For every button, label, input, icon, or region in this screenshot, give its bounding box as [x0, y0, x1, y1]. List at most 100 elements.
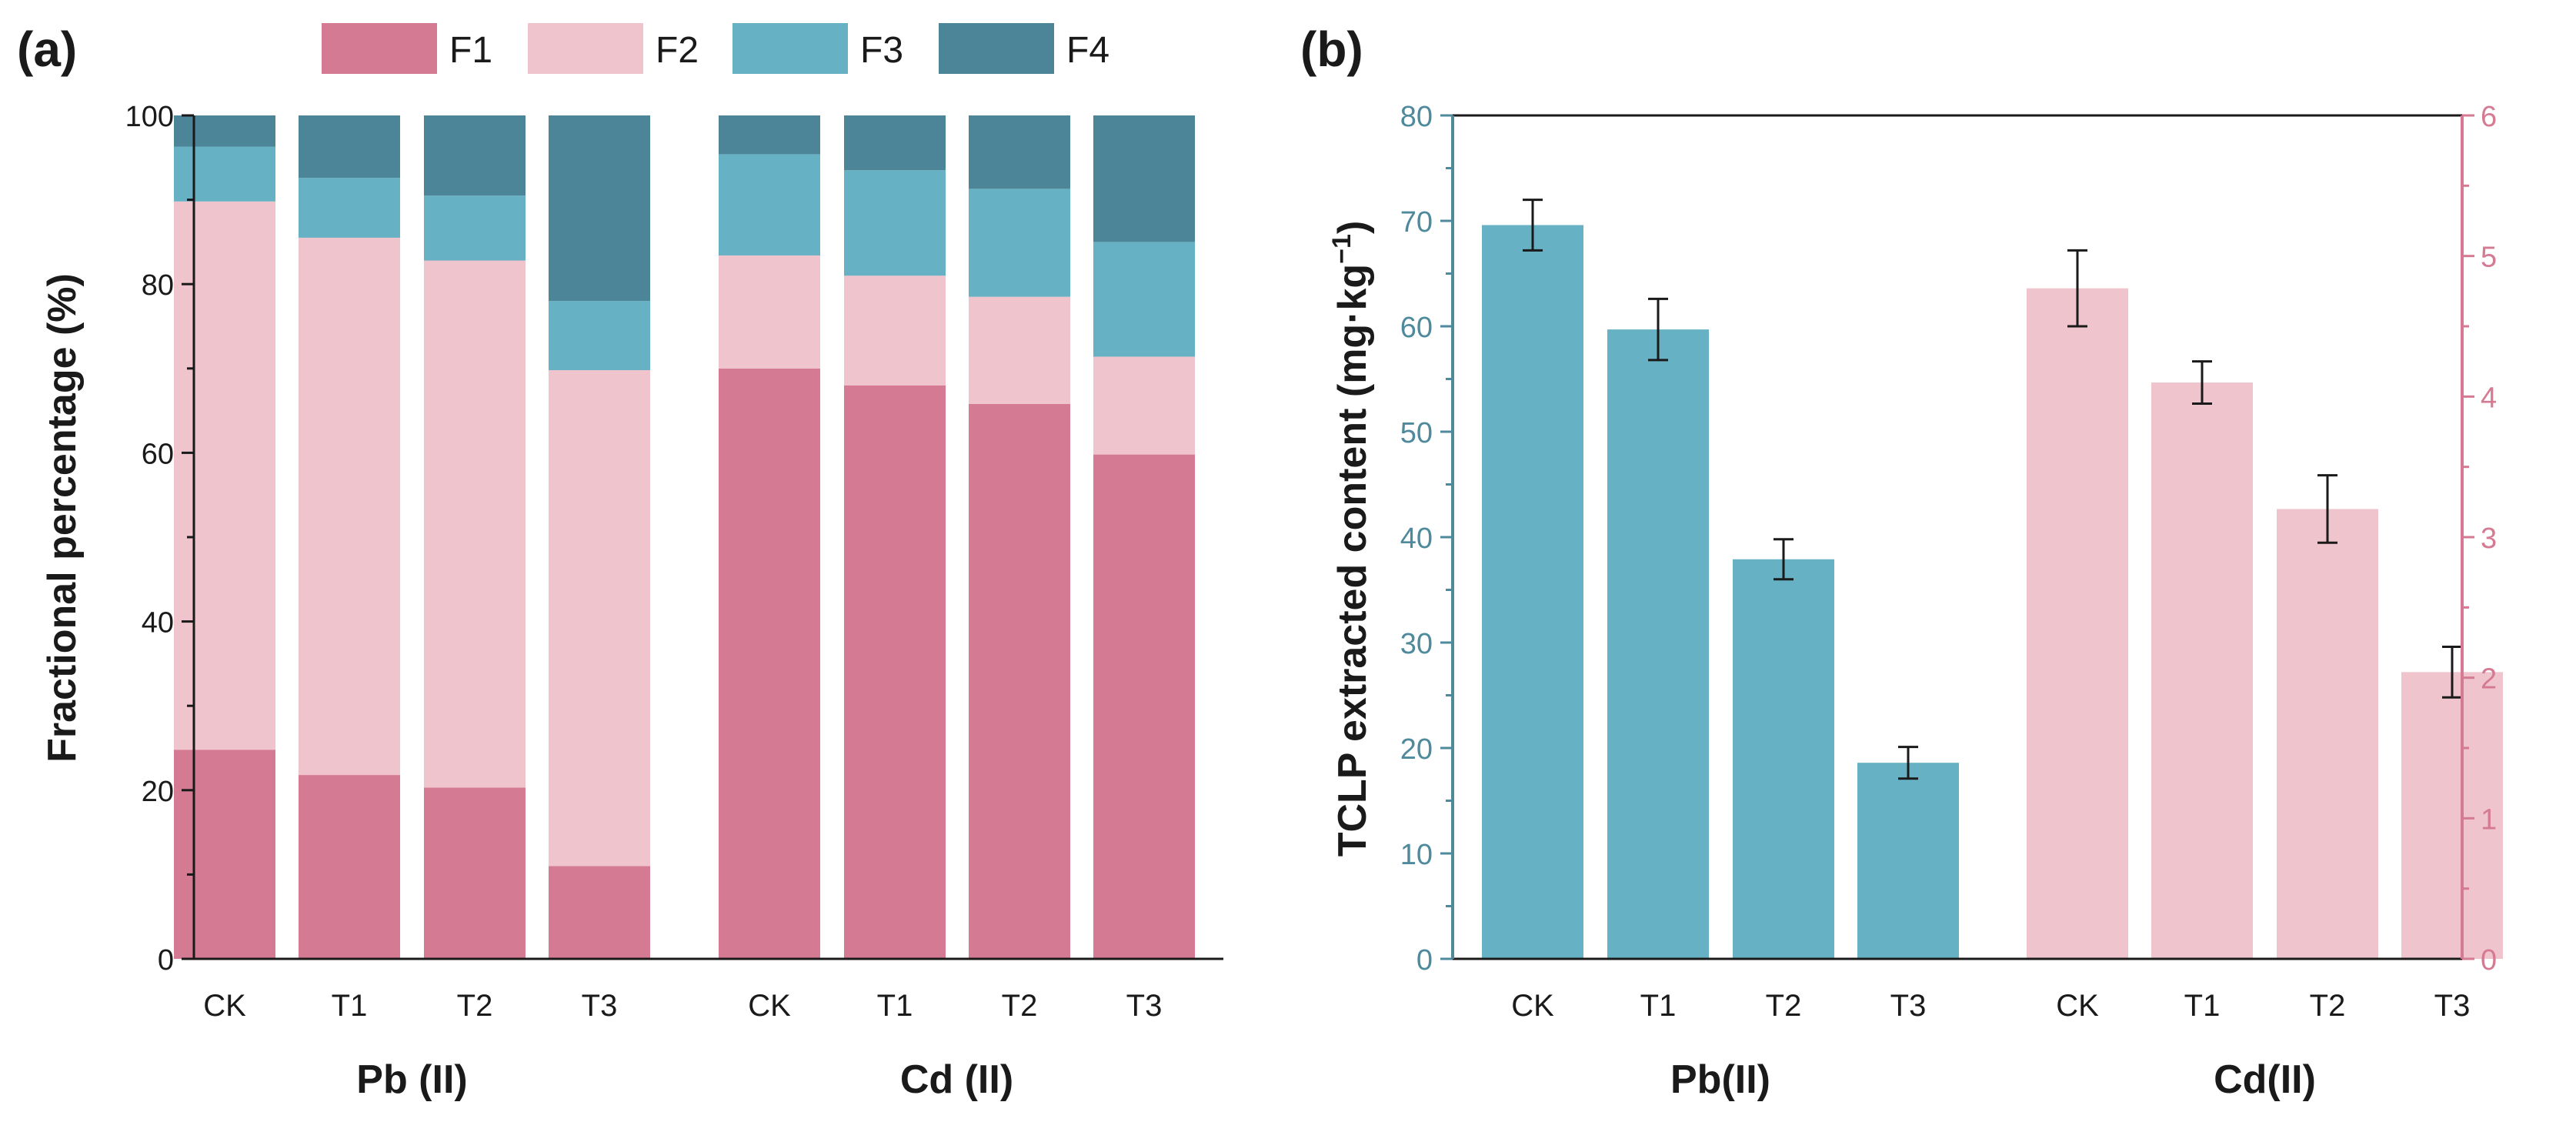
panel-b-right-tick-label: 5: [2481, 242, 2497, 274]
bar-cdii-ck: [2027, 288, 2128, 959]
legend-swatch-f4: [939, 23, 1054, 74]
panel-b-x-tick-label: T2: [2310, 989, 2346, 1023]
panel-b-y-axis-title-sup: −1: [1327, 234, 1356, 264]
bar-cdii-t3: [2401, 672, 2503, 959]
bar-f3-pbii-ck: [174, 146, 275, 202]
panel-b-right-ticks: 0 1 2 3 4 5 6: [2462, 101, 2497, 977]
panel-b-right-tick-label: 4: [2481, 382, 2497, 414]
bar-f2-cdii-t3: [1093, 356, 1195, 455]
panel-b-left-tick-label: 60: [1400, 312, 1433, 344]
bar-f1-pbii-t3: [549, 866, 650, 959]
bar-pbii-t2: [1733, 559, 1834, 959]
panel-a-bars: [174, 115, 1195, 960]
bar-pbii-t1: [1607, 329, 1709, 959]
panel-b-left-ticks: 0 10 20 30 40 50 60 70 80: [1400, 101, 1453, 977]
bar-f2-pbii-t1: [299, 237, 400, 776]
bar-f1-pbii-t2: [424, 787, 526, 959]
bar-f4-cdii-t2: [969, 115, 1070, 189]
panel-a-y-tick-label: 0: [158, 944, 174, 977]
bar-f2-cdii-ck: [719, 255, 820, 369]
panel-a-y-tick-label: 60: [142, 438, 174, 470]
panel-a-y-tick-label: 40: [142, 607, 174, 639]
bar-f1-cdii-t3: [1093, 454, 1195, 959]
bar-f4-pbii-t3: [549, 115, 650, 302]
panel-a-y-ticks: 0 20 40 60 80 100: [125, 101, 194, 977]
panel-b-left-tick-label: 70: [1400, 206, 1433, 239]
panel-b-right-tick-label: 3: [2481, 523, 2497, 555]
panel-b-group-label: Cd(II): [2214, 1057, 2316, 1102]
bar-f1-pbii-ck: [174, 750, 275, 959]
legend-swatch-f1: [322, 23, 437, 74]
bar-f1-cdii-ck: [719, 368, 820, 959]
bar-f3-pbii-t1: [299, 178, 400, 238]
panel-a-x-tick-label: T1: [877, 989, 913, 1023]
panel-b: (b) TCLP extracted content (mg·kg−1) 0 10…: [1300, 22, 2503, 1102]
panel-b-x-tick-label: T2: [1766, 989, 1802, 1023]
bar-f4-cdii-ck: [719, 115, 820, 155]
panel-b-left-tick-label: 50: [1400, 417, 1433, 449]
bar-f4-pbii-ck: [174, 115, 275, 147]
legend-label-f1: F1: [449, 30, 492, 71]
panel-a-x-tick-label: T3: [582, 989, 618, 1023]
panel-b-label: (b): [1300, 22, 1363, 77]
bar-f3-cdii-ck: [719, 154, 820, 255]
panel-a-y-tick-label: 20: [142, 776, 174, 808]
panel-b-right-tick-label: 2: [2481, 663, 2497, 696]
legend-label-f4: F4: [1066, 30, 1109, 71]
panel-b-left-tick-label: 40: [1400, 523, 1433, 555]
bar-f4-cdii-t1: [844, 115, 946, 171]
panel-a-x-tick-label: T3: [1126, 989, 1163, 1023]
panel-a-group-label: Cd (II): [900, 1057, 1013, 1102]
panel-a-x-categories: CK T1 T2 T3 CK T1 T2 T3: [203, 989, 1162, 1023]
bar-f2-cdii-t1: [844, 275, 946, 386]
bar-f3-cdii-t1: [844, 170, 946, 276]
bar-f1-cdii-t2: [969, 403, 1070, 959]
bar-f4-cdii-t3: [1093, 115, 1195, 242]
panel-a-y-axis-title: Fractional percentage (%): [40, 273, 85, 763]
bar-pbii-t3: [1857, 763, 1959, 959]
bar-cdii-t2: [2277, 509, 2378, 959]
panel-b-x-tick-label: T1: [2184, 989, 2221, 1023]
bar-f2-pbii-t2: [424, 260, 526, 788]
panel-b-left-tick-label: 20: [1400, 733, 1433, 766]
bar-f1-cdii-t1: [844, 385, 946, 960]
legend-swatch-f2: [528, 23, 643, 74]
legend-swatch-f3: [732, 23, 848, 74]
bar-f3-pbii-t2: [424, 195, 526, 261]
bar-f3-pbii-t3: [549, 301, 650, 370]
panel-b-left-tick-label: 30: [1400, 628, 1433, 660]
panel-b-left-tick-label: 0: [1416, 944, 1433, 977]
bar-f3-cdii-t2: [969, 189, 1070, 297]
bar-cdii-t1: [2151, 382, 2253, 960]
panel-b-y-axis-title: TCLP extracted content (mg·kg−1): [1327, 221, 1375, 857]
legend: F1 F2 F3 F4: [322, 23, 1109, 74]
panel-b-right-tick-label: 0: [2481, 944, 2497, 977]
bar-f4-pbii-t1: [299, 115, 400, 179]
panel-a-x-tick-label: T2: [457, 989, 493, 1023]
panel-a-x-tick-label: CK: [203, 989, 246, 1023]
bar-f4-pbii-t2: [424, 115, 526, 196]
panel-b-y-axis-title-close: ): [1330, 221, 1375, 234]
panel-b-x-tick-label: T3: [1890, 989, 1927, 1023]
bar-f2-pbii-ck: [174, 201, 275, 750]
panel-b-left-tick-label: 10: [1400, 839, 1433, 871]
panel-a-label: (a): [17, 22, 77, 77]
panel-b-x-tick-label: T1: [1640, 989, 1677, 1023]
bar-f1-pbii-t1: [299, 775, 400, 959]
panel-a-x-tick-label: T1: [332, 989, 368, 1023]
bar-f2-cdii-t2: [969, 296, 1070, 404]
panel-a-y-tick-label: 100: [125, 101, 174, 133]
panel-b-right-tick-label: 6: [2481, 101, 2497, 133]
legend-label-f3: F3: [860, 30, 903, 71]
bar-f2-pbii-t3: [549, 369, 650, 867]
panel-a-group-label: Pb (II): [356, 1057, 467, 1102]
bar-f3-cdii-t3: [1093, 242, 1195, 357]
panel-b-y-axis-title-main: TCLP extracted content (mg·kg: [1330, 264, 1375, 857]
panel-a-x-tick-label: CK: [748, 989, 791, 1023]
panel-b-x-tick-label: CK: [2056, 989, 2099, 1023]
panel-b-group-labels: Pb(II) Cd(II): [1670, 1057, 2316, 1102]
panel-a-group-labels: Pb (II) Cd (II): [356, 1057, 1013, 1102]
panel-b-group-label: Pb(II): [1670, 1057, 1770, 1102]
panel-a-x-tick-label: T2: [1002, 989, 1038, 1023]
